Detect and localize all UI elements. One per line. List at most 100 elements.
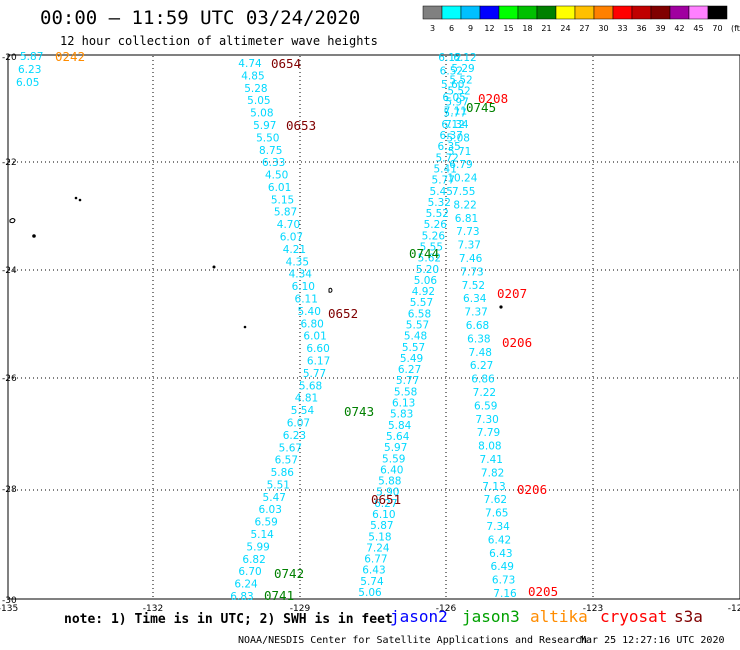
track-value: 5.54 [291,405,315,417]
track-value: 5.05 [247,95,270,107]
track-value: 5.48 [404,331,427,343]
track-value: 5.99 [246,541,269,553]
track-value: 5.50 [256,132,279,144]
track-value: 4.50 [265,170,288,182]
legend-label: 9 [468,24,473,33]
track-value: 5.68 [299,380,322,392]
legend-swatch [688,5,709,20]
track-value: 6.12 [441,119,464,131]
pass-time-label: 0654 [271,56,301,71]
legend-label: 39 [655,24,665,33]
track-value: 7.73 [456,226,479,238]
track-value: 7.37 [464,307,487,319]
track-value: 5.58 [394,386,417,398]
track-value: 10.24 [447,173,477,185]
pass-time-label: 0205 [528,584,558,599]
pass-time-label: 0742 [274,566,304,581]
point-value: 6.05 [16,77,39,89]
track-value: 6.10 [372,509,395,521]
legend-label: 24 [560,24,570,33]
track-value: 7.73 [460,266,483,278]
track-value: 6.59 [254,517,277,529]
plot-frame [7,54,740,600]
legend-swatch [650,5,671,20]
track-value: 7.82 [481,467,504,479]
lat-label: -20 [2,53,17,63]
legend-label: 6 [449,24,454,33]
track-value: 6.57 [275,455,298,467]
legend-swatch [593,5,614,20]
track-value: 5.40 [298,306,321,318]
left-point-values: 5.876.236.05 [16,51,43,89]
credit-line: NOAA/NESDIS Center for Satellite Applica… [238,635,588,646]
updated-time: Mar 25 12:27:16 UTC 2020 [580,635,725,646]
pass-time-label: 0653 [286,118,316,133]
track-value: 5.77 [396,375,419,387]
island-marker [32,234,36,238]
point-value: 5.87 [20,51,43,63]
mission-cryosat: cryosat [600,607,668,626]
track-value: 5.90 [376,487,399,499]
islands [9,196,503,329]
track-value: 7.52 [462,280,485,292]
legend-label: 12 [484,24,494,33]
track-value: 6.80 [300,318,323,330]
track-values: 4.744.855.285.055.085.975.508.756.334.50… [230,52,517,603]
legend-swatch [574,5,595,20]
track-value: 5.15 [271,194,294,206]
lon-label: -132 [143,604,163,614]
legend-swatch [460,5,481,20]
legend-label: 33 [617,24,627,33]
track-value: 4.81 [295,393,318,405]
island-marker [243,325,247,329]
point-value: 6.23 [18,64,41,76]
track-value: 6.70 [238,566,261,578]
track-value: 4.35 [286,256,309,268]
footer-note: note: 1) Time is in UTC; 2) SWH is in fe… [64,612,393,627]
track-value: 8.08 [478,441,501,453]
legend-label: 15 [503,24,513,33]
track-value: 6.43 [489,548,512,560]
track-value: 6.86 [471,374,495,386]
legend-label: 21 [541,24,551,33]
track-value: 4.34 [289,269,313,281]
track-value: 5.06 [358,587,382,599]
track-value: 5.77 [303,368,326,380]
lat-label: -28 [2,485,17,495]
track-value: 5.60 [441,79,464,91]
track-value: 7.13 [482,481,505,493]
track-value: 4.85 [241,70,264,82]
track-value: 7.79 [477,427,500,439]
lat-label: -24 [2,266,17,276]
island-outline [328,287,333,293]
track-value: 6.40 [380,464,403,476]
track-value: 6.01 [268,182,291,194]
track-value: 6.07 [287,417,310,429]
track-value: 5.57 [410,297,433,309]
legend-swatch [707,5,728,20]
pass-time-label: 0208 [478,91,508,106]
track-value: 6.12 [453,52,476,64]
page-title: 00:00 — 11:59 UTC 03/24/2020 [40,7,361,29]
track-value: 6.12 [438,52,461,64]
track-value: 5.47 [263,492,286,504]
pass-time-label: 0207 [497,286,527,301]
mission-jason2: jason2 [390,607,448,626]
track-value: 6.59 [474,400,497,412]
track-value: 7.46 [459,253,483,265]
track-value: 5.29 [451,63,474,75]
track-value: 7.24 [366,542,390,554]
track-value: 5.26 [424,219,448,231]
island-marker [499,305,503,309]
track-value: 6.68 [466,320,489,332]
pass-time-label: 0651 [371,492,401,507]
track-value: 5.87 [274,207,297,219]
track-value: 6.81 [455,213,478,225]
legend-swatch [517,5,538,20]
track-value: 5.97 [384,442,407,454]
axis-labels: -135 -132 -129 -126 -123 -120 -20 -22 -24 -26 -28 -… [0,53,740,614]
track-value: 5.45 [430,186,453,198]
legend-swatch [631,5,652,20]
